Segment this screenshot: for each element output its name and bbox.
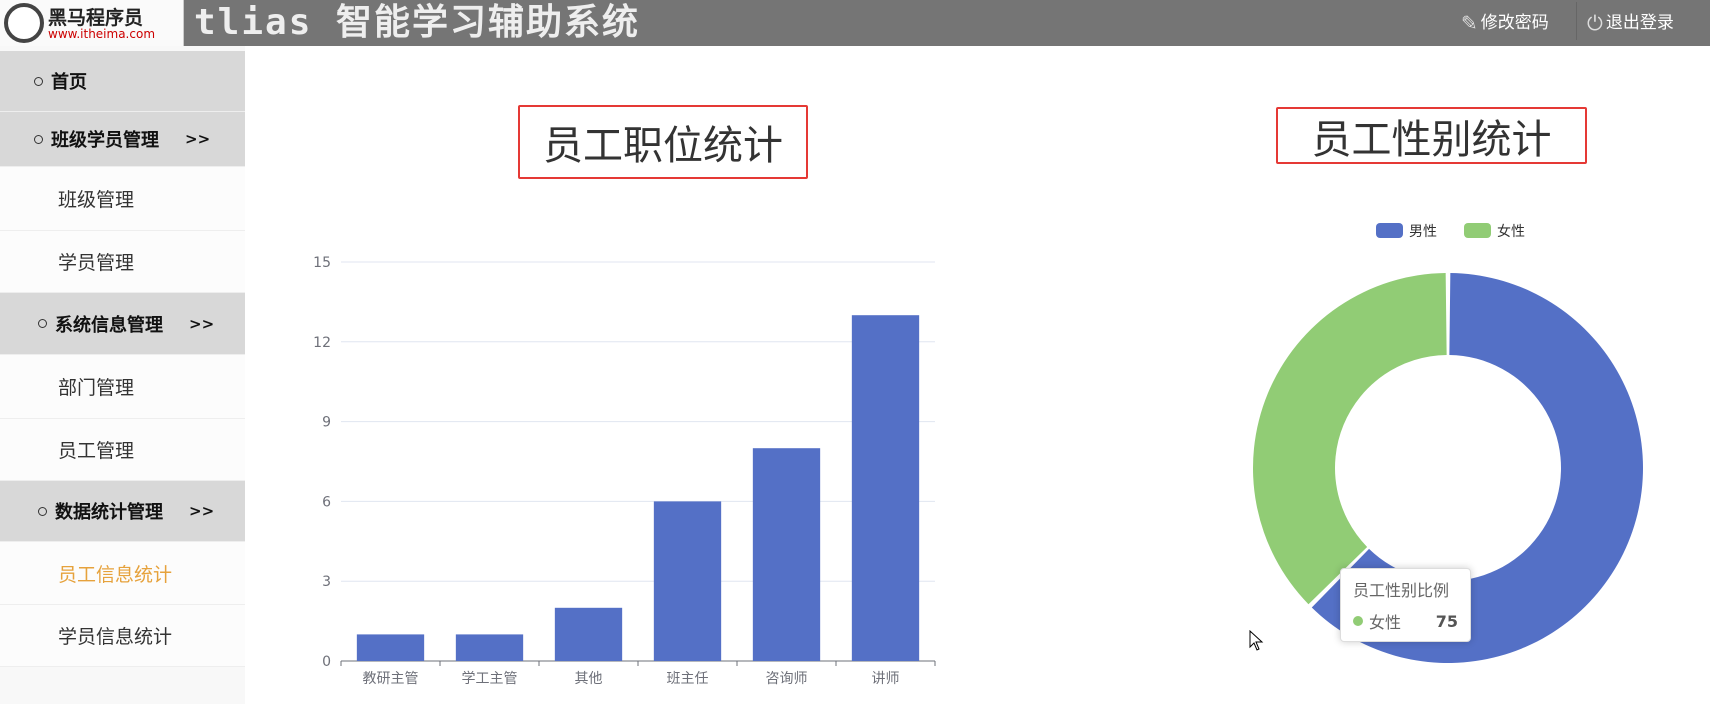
- y-tick-label: 0: [322, 654, 331, 670]
- y-tick-label: 12: [313, 335, 331, 351]
- pie-slice: [1311, 273, 1643, 663]
- x-tick-label: 讲师: [872, 671, 900, 687]
- expand-arrow-icon: >>: [189, 502, 215, 520]
- change-password-button[interactable]: ✎ 修改密码: [1461, 0, 1549, 46]
- tooltip-marker: [1353, 616, 1363, 626]
- x-tick-label: 学工主管: [462, 671, 518, 687]
- sidebar-item-label: 班级管理: [58, 189, 135, 211]
- bar: [455, 634, 524, 661]
- sidebar-item-label: 学员管理: [58, 252, 135, 274]
- y-tick-label: 15: [313, 255, 331, 271]
- sidebar-item-label: 学员信息统计: [58, 626, 173, 648]
- sidebar-item[interactable]: 班级学员管理 >>: [0, 112, 245, 167]
- x-tick-label: 教研主管: [363, 671, 419, 687]
- pie-chart-title: 员工性别统计: [1276, 107, 1587, 164]
- sidebar-item[interactable]: 数据统计管理 >>: [0, 481, 245, 542]
- sidebar-item[interactable]: 员工信息统计: [0, 542, 245, 605]
- app-title: tlias 智能学习辅助系统: [194, 2, 641, 43]
- bar: [752, 448, 821, 661]
- sidebar-item[interactable]: 部门管理: [0, 355, 245, 419]
- logo-url: www.itheima.com: [48, 27, 156, 41]
- bar: [653, 501, 722, 661]
- sidebar-item-label: 数据统计管理: [55, 502, 163, 523]
- bar-chart-title: 员工职位统计: [518, 105, 808, 179]
- expand-arrow-icon: >>: [185, 130, 211, 148]
- sidebar-item[interactable]: 系统信息管理 >>: [0, 293, 245, 355]
- y-tick-label: 3: [322, 574, 331, 590]
- sidebar-item-label: 部门管理: [58, 377, 135, 399]
- sidebar-item[interactable]: 班级管理: [0, 167, 245, 231]
- circle-bullet-icon: [38, 319, 47, 328]
- circle-bullet-icon: [38, 506, 47, 516]
- mouse-cursor-icon: [1249, 630, 1264, 651]
- legend-label: 男性: [1409, 224, 1437, 240]
- x-tick-label: 班主任: [667, 671, 709, 687]
- sidebar-item[interactable]: 首页: [0, 51, 245, 112]
- logout-button[interactable]: ⏻ 退出登录: [1587, 0, 1674, 46]
- sidebar-item[interactable]: 学员信息统计: [0, 605, 245, 667]
- legend-swatch: [1464, 223, 1491, 238]
- sidebar-item-label: 首页: [51, 72, 87, 93]
- pie-tooltip: 员工性别比例 女性 75: [1340, 568, 1471, 642]
- logout-label: 退出登录: [1605, 13, 1674, 33]
- sidebar-item-label: 班级学员管理: [51, 130, 159, 151]
- pie-slice: [1253, 273, 1447, 605]
- pencil-icon: ✎: [1461, 11, 1478, 35]
- power-icon: ⏻: [1587, 11, 1603, 35]
- sidebar-item-label: 员工管理: [58, 440, 135, 462]
- x-tick-label: 咨询师: [766, 671, 808, 687]
- sidebar: 首页班级学员管理 >> 班级管理学员管理系统信息管理 >> 部门管理员工管理数据统计管理…: [0, 46, 245, 704]
- tooltip-title: 员工性别比例: [1353, 581, 1450, 600]
- divider: [1576, 2, 1577, 40]
- sidebar-item[interactable]: 学员管理: [0, 231, 245, 293]
- circle-bullet-icon: [34, 76, 43, 86]
- change-password-label: 修改密码: [1480, 13, 1549, 33]
- bar: [851, 315, 920, 661]
- y-tick-label: 9: [322, 415, 331, 431]
- tooltip-value: 75: [1435, 611, 1458, 631]
- legend-label: 女性: [1497, 223, 1525, 240]
- tooltip-name: 女性: [1369, 613, 1402, 632]
- logo-icon: [4, 3, 44, 43]
- logo-text: 黑马程序员: [48, 7, 144, 29]
- bar: [554, 607, 623, 661]
- y-tick-label: 6: [322, 494, 331, 510]
- legend-swatch: [1376, 223, 1403, 238]
- expand-arrow-icon: >>: [189, 314, 215, 333]
- circle-bullet-icon: [34, 134, 43, 144]
- sidebar-item-label: 系统信息管理: [55, 314, 163, 336]
- logo[interactable]: 黑马程序员 www.itheima.com: [0, 0, 184, 46]
- bar: [356, 634, 425, 661]
- header: 黑马程序员 www.itheima.com tlias 智能学习辅助系统 ✎ 修…: [0, 0, 1710, 46]
- sidebar-item[interactable]: 员工管理: [0, 419, 245, 481]
- sidebar-item-label: 员工信息统计: [58, 563, 173, 586]
- x-tick-label: 其他: [575, 671, 603, 687]
